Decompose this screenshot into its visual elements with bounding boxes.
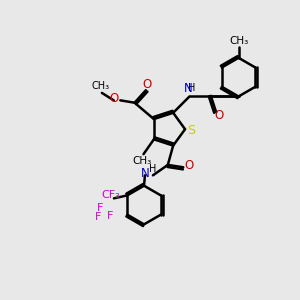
Text: F: F [95, 212, 102, 222]
Text: O: O [184, 159, 194, 172]
Text: CH₃: CH₃ [229, 36, 248, 46]
Text: O: O [143, 78, 152, 92]
Text: CH₃: CH₃ [91, 81, 110, 92]
Text: CF₃: CF₃ [101, 190, 120, 200]
Text: N: N [184, 82, 192, 95]
Text: O: O [109, 92, 119, 105]
Text: O: O [214, 109, 224, 122]
Text: S: S [188, 124, 196, 137]
Text: H: H [188, 83, 195, 93]
Text: F: F [98, 203, 104, 213]
Text: N: N [140, 167, 149, 180]
Text: F: F [107, 211, 113, 220]
Text: CH₃: CH₃ [132, 156, 152, 166]
Text: H: H [149, 164, 156, 174]
